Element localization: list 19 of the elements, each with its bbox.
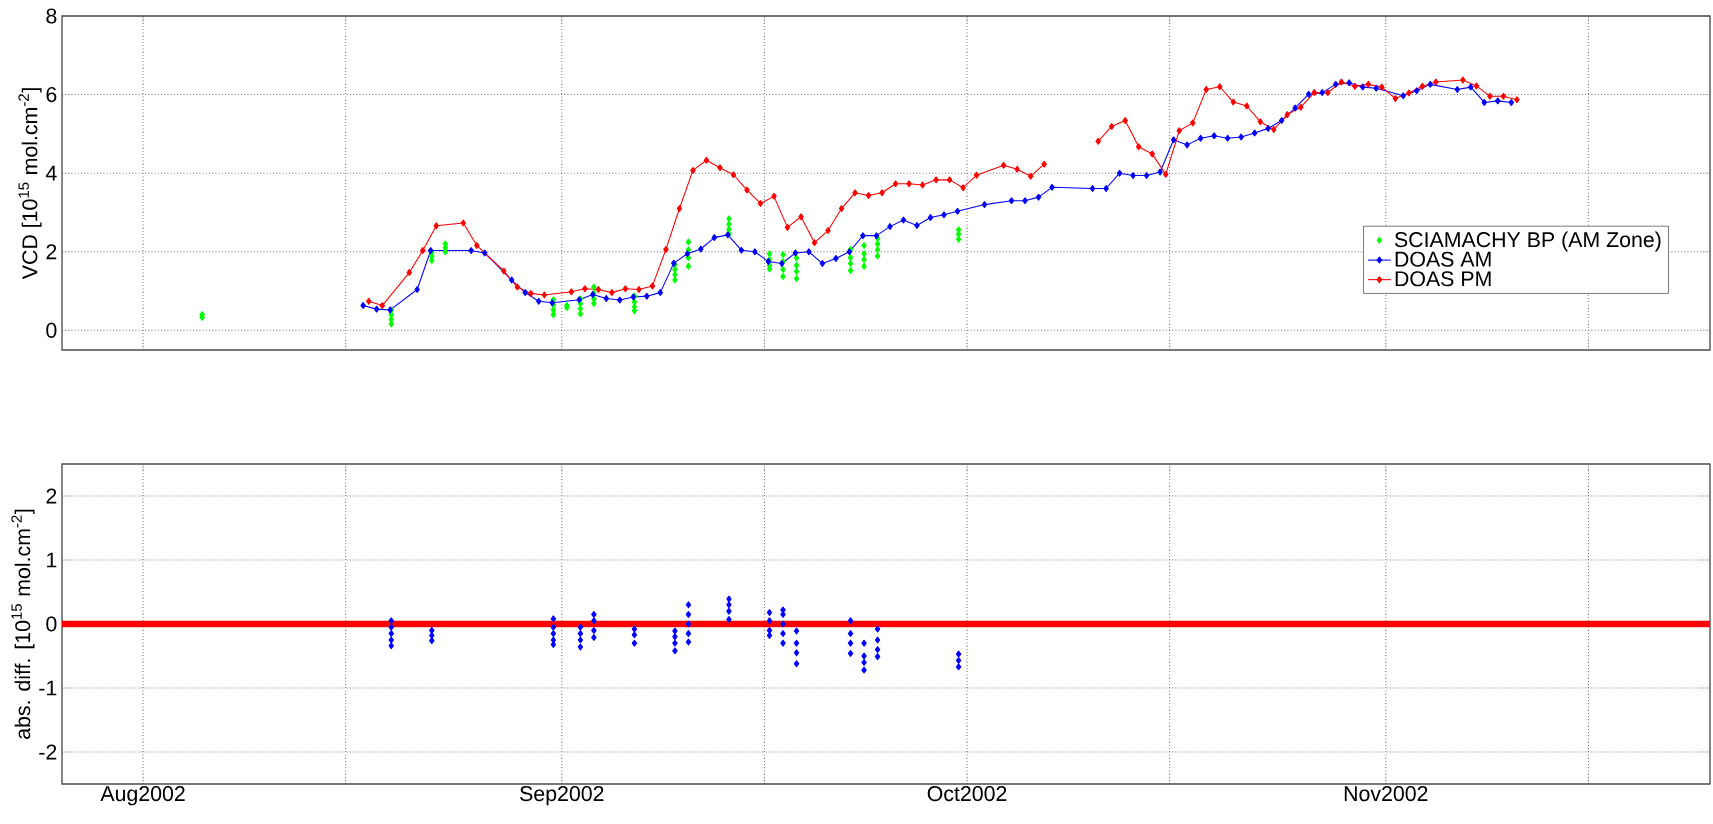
legend-label: SCIAMACHY BP (AM Zone): [1394, 231, 1661, 252]
x-tick-label: Aug2002: [100, 786, 185, 806]
y-tick-label: 6: [46, 87, 57, 103]
legend-label: DOAS PM: [1395, 271, 1491, 287]
y-tick-label: 2: [46, 488, 57, 504]
y-tick-label: 4: [45, 165, 57, 181]
x-tick-label: Nov2002: [1344, 786, 1428, 802]
y-tick-label: 1: [47, 552, 57, 568]
y-axis-title: VCD [10$^{15}$ mol.cm$^{-2}$]: [18, 88, 42, 280]
y-tick-label: 0: [46, 616, 57, 632]
legend-label: DOAS AM: [1395, 251, 1491, 267]
y-tick-label: 2: [46, 244, 57, 260]
x-tick-label: Oct2002: [927, 786, 1007, 802]
y-tick-label: -1: [39, 680, 57, 696]
y-tick-label: 8: [46, 8, 57, 24]
y-axis-title: abs. diff. [10$^{15}$ mol.cm$^{-2}$]: [11, 509, 35, 739]
y-tick-label: 0: [46, 322, 57, 338]
x-tick-label: Sep2002: [520, 786, 604, 806]
y-tick-label: -2: [39, 744, 57, 760]
